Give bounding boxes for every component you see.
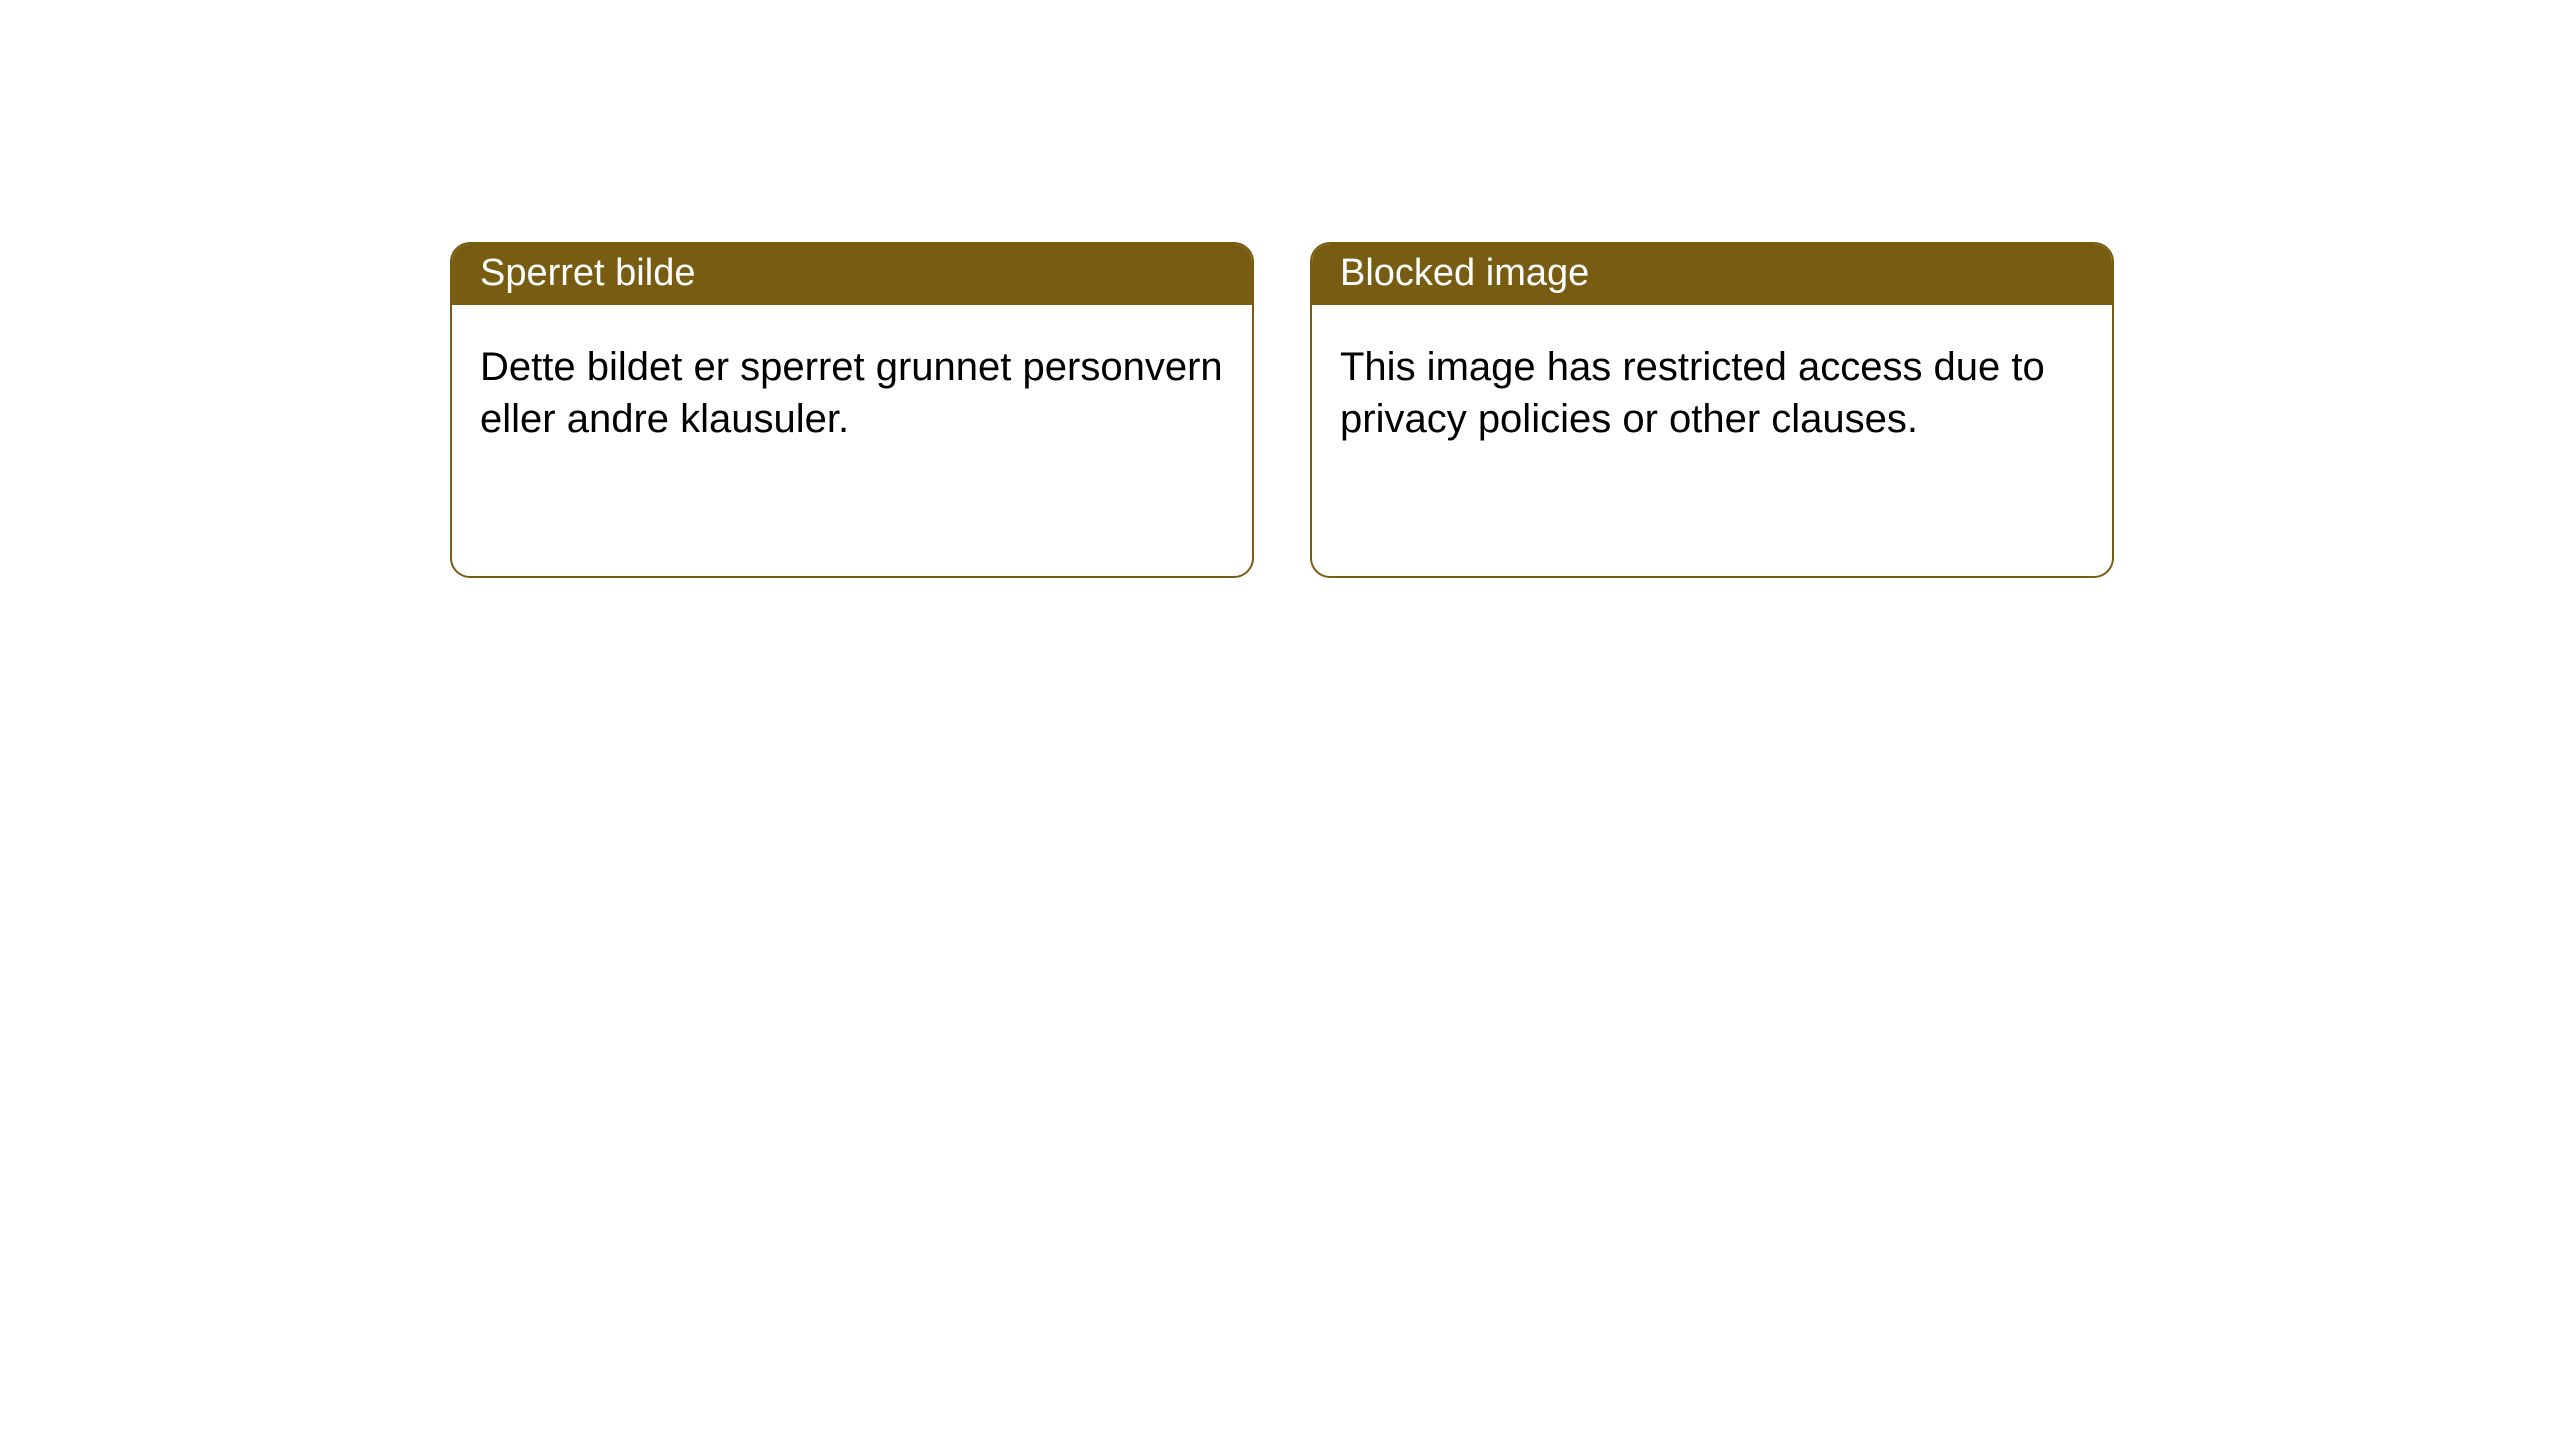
card-title: Blocked image — [1312, 244, 2112, 305]
notice-cards-container: Sperret bilde Dette bildet er sperret gr… — [0, 0, 2560, 578]
notice-card-norwegian: Sperret bilde Dette bildet er sperret gr… — [450, 242, 1254, 578]
card-body: This image has restricted access due to … — [1312, 305, 2112, 473]
card-body: Dette bildet er sperret grunnet personve… — [452, 305, 1252, 473]
card-title: Sperret bilde — [452, 244, 1252, 305]
notice-card-english: Blocked image This image has restricted … — [1310, 242, 2114, 578]
